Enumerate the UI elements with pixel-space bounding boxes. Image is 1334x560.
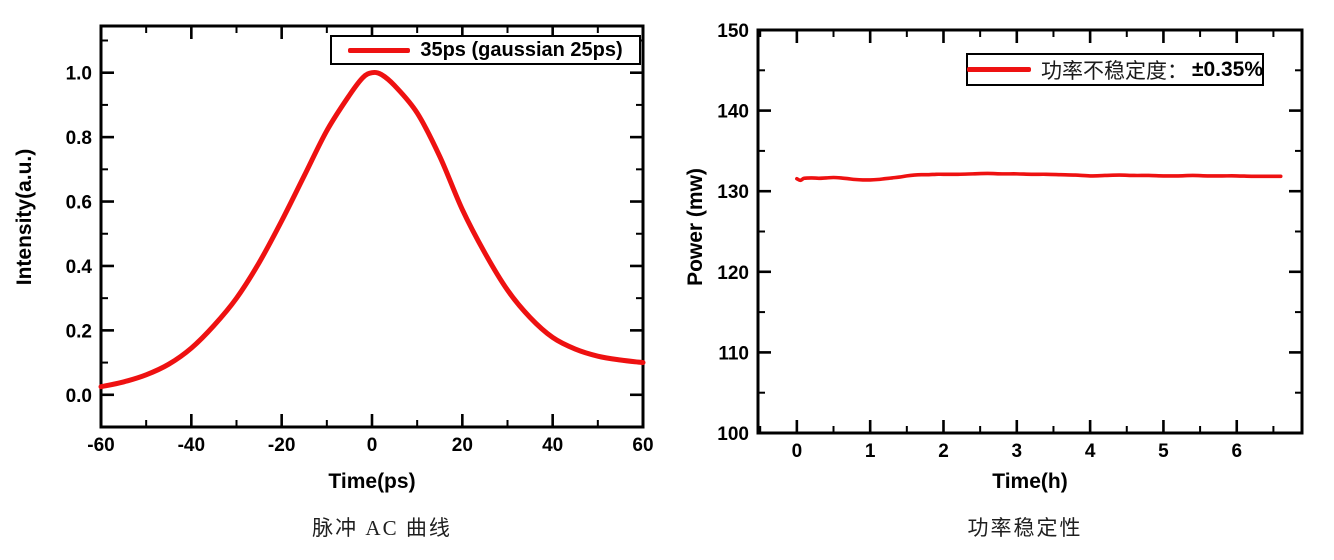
- legend-line-sample: [348, 47, 411, 53]
- legend-label-cn: 功率不稳定度：: [1040, 58, 1188, 83]
- x-tick-label: 3: [1012, 441, 1023, 462]
- x-tick-label: 0: [792, 441, 803, 462]
- y-tick-label: 110: [718, 343, 749, 364]
- x-tick-label: -60: [87, 435, 114, 456]
- figure-caption-pulse-ac: 脉冲 AC 曲线: [312, 516, 452, 540]
- legend-value: ±0.35%: [1191, 57, 1264, 81]
- y-tick-label: 1.0: [66, 64, 92, 85]
- figure-caption-power-stability: 功率稳定性: [967, 516, 1083, 540]
- legend-pulse: 35ps (gaussian 25ps): [330, 35, 641, 65]
- y-axis-title-intensity: Intensity(a.u.): [13, 148, 36, 286]
- x-tick-label: 20: [452, 435, 473, 456]
- y-axis-title-power: Power (mw): [684, 168, 707, 286]
- y-tick-label: 0.4: [66, 257, 93, 278]
- legend-label: 35ps (gaussian 25ps): [420, 38, 623, 61]
- y-tick-label: 0.8: [66, 128, 92, 149]
- data-series-line: [795, 171, 1283, 183]
- y-tick-label: 150: [717, 21, 749, 42]
- x-tick-label: 4: [1085, 441, 1096, 462]
- y-tick-label: 120: [717, 263, 749, 284]
- y-tick-label: 140: [717, 102, 749, 123]
- y-tick-label: 0.6: [66, 193, 92, 214]
- x-tick-label: -20: [268, 435, 295, 456]
- x-tick-label: -40: [178, 435, 205, 456]
- x-tick-label: 2: [938, 441, 949, 462]
- x-tick-label: 40: [542, 435, 563, 456]
- x-tick-label: 6: [1231, 441, 1242, 462]
- x-tick-label: 0: [367, 435, 378, 456]
- x-axis-title-time-ps: Time(ps): [328, 470, 416, 493]
- x-tick-label: 5: [1158, 441, 1169, 462]
- x-tick-label: 60: [632, 435, 653, 456]
- x-axis-title-time-h: Time(h): [992, 470, 1068, 493]
- axis-frame: [99, 24, 645, 429]
- legend-power-stability: 功率不稳定度： ±0.35%: [966, 53, 1264, 86]
- y-tick-label: 100: [717, 424, 749, 445]
- legend-line-sample: [966, 67, 1031, 72]
- y-tick-label: 0.2: [66, 321, 92, 342]
- axis-frame: [756, 28, 1304, 435]
- data-series-line: [98, 69, 646, 390]
- y-tick-label: 0.0: [66, 386, 92, 407]
- x-tick-label: 1: [865, 441, 876, 462]
- y-tick-label: 130: [717, 182, 749, 203]
